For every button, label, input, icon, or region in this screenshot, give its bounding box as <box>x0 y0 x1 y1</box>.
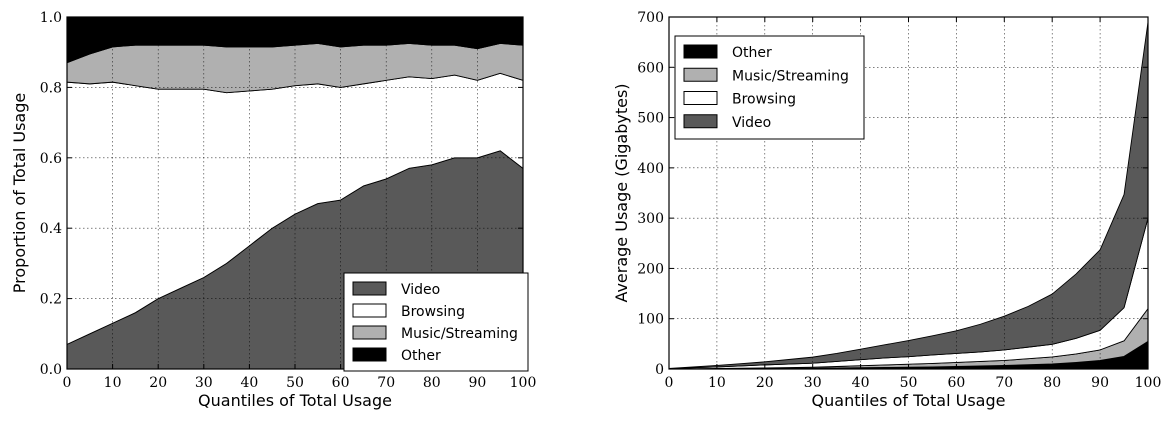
y-tick-label: 1.0 <box>40 10 62 26</box>
x-tick-label: 20 <box>756 375 774 391</box>
y-tick-label: 600 <box>637 60 664 76</box>
legend: Video Browsing Music/Streaming Other <box>343 272 529 372</box>
x-tick-label: 20 <box>149 375 167 391</box>
legend-label-video: Video <box>401 282 440 298</box>
legend-swatch-other <box>683 44 718 59</box>
x-tick-label: 100 <box>1135 375 1161 391</box>
y-tick-label: 0.4 <box>40 221 62 237</box>
legend-swatch-music-streaming <box>352 325 387 340</box>
legend-label-other: Other <box>401 348 441 364</box>
x-tick-label: 0 <box>63 375 72 391</box>
x-tick-label: 50 <box>286 375 304 391</box>
x-tick-label: 10 <box>708 375 726 391</box>
y-tick-label: 0 <box>655 362 664 378</box>
x-tick-label: 10 <box>104 375 122 391</box>
legend-swatch-music-streaming <box>683 67 718 82</box>
legend-swatch-browsing <box>352 303 387 318</box>
x-tick-label: 70 <box>995 375 1013 391</box>
y-tick-label: 0.2 <box>40 292 62 308</box>
y-axis-label: Average Usage (Gigabytes) <box>612 83 631 302</box>
y-tick-label: 500 <box>637 111 664 127</box>
y-tick-label: 400 <box>637 161 664 177</box>
y-tick-label: 700 <box>637 10 664 26</box>
chart-average-usage: 0 10 20 30 40 50 60 70 80 90 100 0 100 200 300 400 500 60… <box>612 10 1161 410</box>
legend-swatch-browsing <box>683 91 718 105</box>
x-tick-label: 80 <box>1043 375 1061 391</box>
x-tick-label: 60 <box>947 375 965 391</box>
x-tick-label: 40 <box>240 375 258 391</box>
legend-swatch-other <box>352 347 387 362</box>
x-tick-label: 70 <box>377 375 395 391</box>
legend-label-music-streaming: Music/Streaming <box>732 68 849 84</box>
legend-label-video: Video <box>732 115 771 131</box>
x-tick-label: 30 <box>195 375 213 391</box>
legend-swatch-video <box>683 114 718 129</box>
y-tick-label: 0.6 <box>40 151 62 167</box>
y-tick-label: 300 <box>637 211 664 227</box>
x-axis-label: Quantiles of Total Usage <box>812 391 1006 410</box>
y-tick-label: 200 <box>637 261 664 277</box>
x-tick-label: 30 <box>804 375 822 391</box>
legend-label-music-streaming: Music/Streaming <box>401 326 518 342</box>
y-tick-label: 0.8 <box>40 80 62 96</box>
x-axis-label: Quantiles of Total Usage <box>198 391 392 410</box>
chart-proportion-of-total-usage: 0 10 20 30 40 50 60 70 80 90 100 0.0 0.2 0.4 0.6 0.8 1.0… <box>10 10 536 410</box>
x-tick-label: 100 <box>510 375 537 391</box>
x-tick-label: 0 <box>665 375 674 391</box>
y-axis-label: Proportion of Total Usage <box>10 93 29 293</box>
x-tick-label: 50 <box>900 375 918 391</box>
x-tick-label: 90 <box>1091 375 1109 391</box>
legend: Other Music/Streaming Browsing Video <box>674 35 865 140</box>
legend-label-browsing: Browsing <box>401 304 465 320</box>
legend-label-other: Other <box>732 45 772 61</box>
x-tick-label: 40 <box>852 375 870 391</box>
x-tick-label: 80 <box>423 375 441 391</box>
x-tick-label: 60 <box>332 375 350 391</box>
legend-swatch-video <box>352 281 387 296</box>
y-tick-label: 0.0 <box>40 362 62 378</box>
x-tick-label: 90 <box>468 375 486 391</box>
y-tick-label: 100 <box>637 312 664 328</box>
legend-label-browsing: Browsing <box>732 92 796 108</box>
